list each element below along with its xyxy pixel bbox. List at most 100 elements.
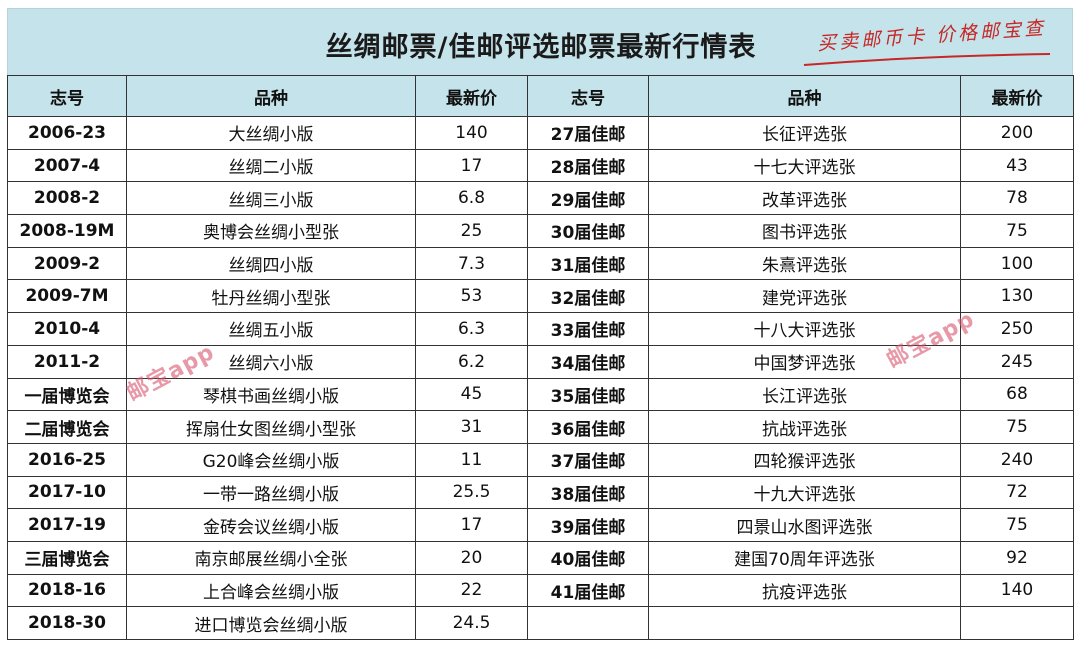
tagline-underline-swoosh (803, 53, 1051, 66)
table-row: 2009-2 丝绸四小版 7.3 31届佳邮 朱熹评选张 100 (7, 246, 1074, 281)
right-name-cell: 建党评选张 (648, 279, 961, 314)
right-price-cell: 75 (960, 508, 1074, 542)
left-name-cell: 琴棋书画丝绸小版 (126, 377, 416, 412)
left-code-cell: 2017-19 (7, 508, 127, 542)
table-row: 2011-2 丝绸六小版 6.2 34届佳邮 中国梦评选张 245 (7, 344, 1074, 379)
right-code-cell: 29届佳邮 (527, 181, 649, 216)
right-code-cell: 35届佳邮 (527, 377, 649, 412)
table-header-row: 志号 品种 最新价 志号 品种 最新价 (7, 75, 1074, 117)
left-code-cell: 2009-2 (7, 246, 127, 281)
table-row: 2016-25 G20峰会丝绸小版 11 37届佳邮 四轮猴评选张 240 (7, 442, 1074, 477)
right-name-cell: 建国70周年评选张 (648, 540, 961, 575)
table-row: 2008-2 丝绸三小版 6.8 29届佳邮 改革评选张 78 (7, 181, 1074, 216)
left-code-cell: 三届博览会 (7, 540, 127, 575)
left-price-cell: 53 (415, 279, 528, 314)
left-price-cell: 25 (415, 214, 528, 248)
right-name-cell: 十八大评选张 (648, 312, 961, 346)
table-row: 2010-4 丝绸五小版 6.3 33届佳邮 十八大评选张 250 (7, 312, 1074, 346)
left-code-cell: 2010-4 (7, 312, 127, 346)
left-name-cell: 金砖会议丝绸小版 (126, 508, 416, 542)
left-name-cell: 奥博会丝绸小型张 (126, 214, 416, 248)
left-name-cell: 大丝绸小版 (126, 116, 416, 150)
table-row: 2018-16 上合峰会丝绸小版 22 41届佳邮 抗疫评选张 140 (7, 573, 1074, 608)
table-row: 三届博览会 南京邮展丝绸小全张 20 40届佳邮 建国70周年评选张 92 (7, 540, 1074, 575)
right-code-cell: 30届佳邮 (527, 214, 649, 248)
empty-cell (648, 606, 961, 640)
right-price-cell: 200 (960, 116, 1074, 150)
left-name-cell: 南京邮展丝绸小全张 (126, 540, 416, 575)
table-row: 一届博览会 琴棋书画丝绸小版 45 35届佳邮 长江评选张 68 (7, 377, 1074, 412)
left-price-cell: 6.2 (415, 344, 528, 379)
left-price-cell: 7.3 (415, 246, 528, 281)
left-name-cell: 一带一路丝绸小版 (126, 475, 416, 510)
left-code-cell: 2018-30 (7, 606, 127, 640)
price-sheet: 丝绸邮票/佳邮评选邮票最新行情表 买卖邮币卡 价格邮宝查 志号 品种 最新价 志… (7, 8, 1074, 646)
right-name-cell: 抗战评选张 (648, 410, 961, 444)
right-price-cell: 75 (960, 410, 1074, 444)
right-code-cell: 41届佳邮 (527, 573, 649, 608)
right-code-cell: 34届佳邮 (527, 344, 649, 379)
table-row: 2007-4 丝绸二小版 17 28届佳邮 十七大评选张 43 (7, 148, 1074, 183)
right-name-cell: 图书评选张 (648, 214, 961, 248)
left-name-cell: 挥扇仕女图丝绸小型张 (126, 410, 416, 444)
left-price-cell: 31 (415, 410, 528, 444)
right-code-cell: 37届佳邮 (527, 442, 649, 477)
left-price-cell: 11 (415, 442, 528, 477)
left-price-cell: 6.3 (415, 312, 528, 346)
left-price-cell: 20 (415, 540, 528, 575)
header-banner: 丝绸邮票/佳邮评选邮票最新行情表 买卖邮币卡 价格邮宝查 (7, 8, 1073, 75)
right-name-cell: 中国梦评选张 (648, 344, 961, 379)
left-code-cell: 2008-2 (7, 181, 127, 216)
right-price-cell: 130 (960, 279, 1074, 314)
left-price-cell: 22 (415, 573, 528, 608)
col-header-price-left: 最新价 (415, 75, 528, 117)
right-price-cell: 68 (960, 377, 1074, 412)
right-code-cell: 33届佳邮 (527, 312, 649, 346)
left-name-cell: 丝绸五小版 (126, 312, 416, 346)
right-code-cell: 38届佳邮 (527, 475, 649, 510)
right-code-cell: 36届佳邮 (527, 410, 649, 444)
right-name-cell: 抗疫评选张 (648, 573, 961, 608)
left-name-cell: 丝绸三小版 (126, 181, 416, 216)
right-code-cell: 40届佳邮 (527, 540, 649, 575)
price-table: 志号 品种 最新价 志号 品种 最新价 2006-23 大丝绸小版 140 27届佳邮… (7, 75, 1074, 640)
left-code-cell: 2009-7M (7, 279, 127, 314)
right-code-cell: 27届佳邮 (527, 116, 649, 150)
right-name-cell: 朱熹评选张 (648, 246, 961, 281)
left-name-cell: 进口博览会丝绸小版 (126, 606, 416, 640)
right-code-cell: 39届佳邮 (527, 508, 649, 542)
left-code-cell: 2016-25 (7, 442, 127, 477)
table-row: 2009-7M 牡丹丝绸小型张 53 32届佳邮 建党评选张 130 (7, 279, 1074, 314)
right-price-cell: 92 (960, 540, 1074, 575)
col-header-code-right: 志号 (527, 75, 649, 117)
table-row: 2017-19 金砖会议丝绸小版 17 39届佳邮 四景山水图评选张 75 (7, 508, 1074, 542)
table-row: 2018-30 进口博览会丝绸小版 24.5 (7, 606, 1074, 640)
left-name-cell: 上合峰会丝绸小版 (126, 573, 416, 608)
col-header-price-right: 最新价 (960, 75, 1074, 117)
left-code-cell: 2008-19M (7, 214, 127, 248)
left-code-cell: 2018-16 (7, 573, 127, 608)
right-price-cell: 72 (960, 475, 1074, 510)
right-name-cell: 四景山水图评选张 (648, 508, 961, 542)
col-header-name-right: 品种 (648, 75, 961, 117)
right-price-cell: 43 (960, 148, 1074, 183)
right-price-cell: 245 (960, 344, 1074, 379)
left-price-cell: 25.5 (415, 475, 528, 510)
right-name-cell: 长江评选张 (648, 377, 961, 412)
left-code-cell: 2006-23 (7, 116, 127, 150)
table-row: 二届博览会 挥扇仕女图丝绸小型张 31 36届佳邮 抗战评选张 75 (7, 410, 1074, 444)
empty-cell (960, 606, 1074, 640)
right-price-cell: 78 (960, 181, 1074, 216)
left-name-cell: 丝绸六小版 (126, 344, 416, 379)
right-price-cell: 75 (960, 214, 1074, 248)
left-code-cell: 2011-2 (7, 344, 127, 379)
left-name-cell: 丝绸四小版 (126, 246, 416, 281)
right-price-cell: 250 (960, 312, 1074, 346)
left-price-cell: 17 (415, 148, 528, 183)
col-header-code-left: 志号 (7, 75, 127, 117)
right-code-cell: 28届佳邮 (527, 148, 649, 183)
page-title: 丝绸邮票/佳邮评选邮票最新行情表 (325, 32, 757, 63)
left-price-cell: 45 (415, 377, 528, 412)
empty-cell (527, 606, 649, 640)
col-header-name-left: 品种 (126, 75, 416, 117)
